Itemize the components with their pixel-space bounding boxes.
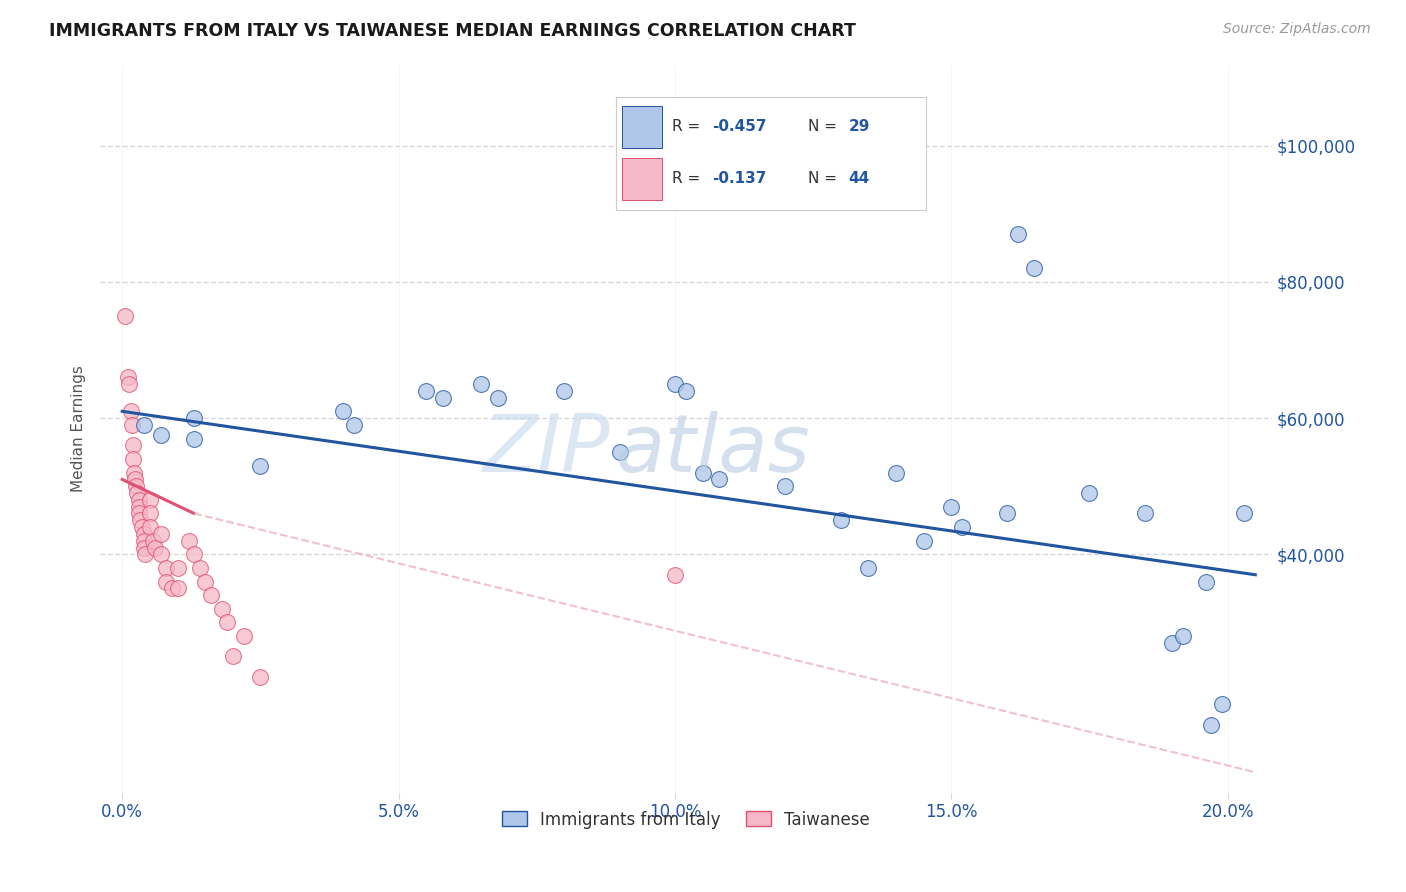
Point [222,649,245,664]
Point [155,561,177,575]
Point [950,520,973,534]
Point [343,417,366,432]
Point [128,507,150,521]
Point [124,472,146,486]
Point [675,384,697,398]
Point [200,588,222,602]
Point [114,309,136,323]
Point [1024,261,1046,276]
Text: Source: ZipAtlas.com: Source: ZipAtlas.com [1223,22,1371,37]
Text: ZIP: ZIP [482,411,610,489]
Point [664,377,686,392]
Point [177,533,200,548]
Point [249,670,271,684]
Point [858,561,880,575]
Point [183,547,205,561]
Point [995,507,1018,521]
Point [1007,227,1029,242]
Point [128,500,150,514]
Point [332,404,354,418]
Point [217,615,239,630]
Point [120,404,142,418]
Point [145,541,167,555]
Point [166,561,188,575]
Point [1078,486,1101,500]
Point [155,574,177,589]
Point [149,547,172,561]
Point [118,377,141,392]
Point [692,466,714,480]
Point [134,547,156,561]
Point [121,417,143,432]
Point [249,458,271,473]
Point [134,527,156,541]
Point [1161,636,1184,650]
Point [194,574,217,589]
Point [1233,507,1256,521]
Text: IMMIGRANTS FROM ITALY VS TAIWANESE MEDIAN EARNINGS CORRELATION CHART: IMMIGRANTS FROM ITALY VS TAIWANESE MEDIA… [49,22,856,40]
Point [1199,717,1222,731]
Point [486,391,509,405]
Point [232,629,254,643]
Point [128,492,150,507]
Point [912,533,935,548]
Point [1194,574,1216,589]
Point [160,582,183,596]
Point [134,533,156,548]
Point [775,479,797,493]
Point [830,513,852,527]
Point [124,466,146,480]
Point [432,391,454,405]
Point [884,466,907,480]
Point [664,567,686,582]
Point [122,438,145,452]
Point [125,486,148,500]
Text: atlas: atlas [616,411,810,489]
Point [188,561,211,575]
Point [131,520,153,534]
Point [609,445,631,459]
Point [470,377,492,392]
Point [149,527,172,541]
Point [707,472,730,486]
Point [134,541,156,555]
Point [211,602,233,616]
Point [125,479,148,493]
Point [553,384,575,398]
Point [166,582,188,596]
Point [183,411,205,425]
Point [142,533,165,548]
Point [117,370,139,384]
Point [134,417,156,432]
Legend: Immigrants from Italy, Taiwanese: Immigrants from Italy, Taiwanese [495,804,876,835]
Point [1211,697,1233,711]
Point [129,513,152,527]
Point [122,452,145,467]
Point [941,500,963,514]
Y-axis label: Median Earnings: Median Earnings [72,365,86,491]
Point [415,384,437,398]
Point [1133,507,1156,521]
Point [149,428,172,442]
Point [139,492,162,507]
Point [183,432,205,446]
Point [1173,629,1195,643]
Point [139,520,162,534]
Point [139,507,162,521]
